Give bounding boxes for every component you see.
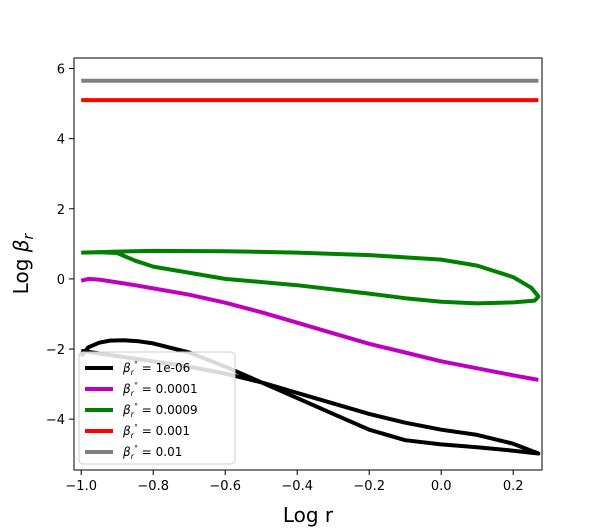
x-axis-label: Log r [283,503,334,527]
legend: βr° = 1e-06 βr° = 0.0001 βr° = 0.0009 βr° =… [78,351,236,465]
legend-label-0: βr° = 1e-06 [122,360,190,377]
legend-entries: βr° = 1e-06 βr° = 0.0001 βr° = 0.0009 βr° =… [85,360,198,461]
x-tick-label: 0.0 [431,479,452,494]
y-tick-label: 0 [57,273,65,288]
legend-label-1: βr° = 0.0001 [122,381,198,398]
legend-label-4: βr° = 0.01 [122,444,182,461]
x-tick-label: −1.0 [65,479,97,494]
y-tick-label: −2 [46,343,65,358]
x-axis-ticks: −1.0 −0.8 −0.6 −0.4 −0.2 0.0 0.2 [65,470,524,494]
legend-label-3: βr° = 0.001 [122,423,190,440]
y-tick-label: 4 [57,133,65,148]
y-axis-label: Log βr [9,232,37,294]
y-tick-label: 2 [57,203,65,218]
y-axis-ticks: −4 −2 0 2 4 6 [46,63,74,428]
series-layer [79,78,541,456]
legend-label-2: βr° = 0.0009 [122,402,198,419]
series-line-0 [79,338,541,456]
series-line-1 [80,276,539,382]
y-tick-label: −4 [46,413,65,428]
y-tick-label: 6 [57,63,65,78]
x-tick-label: −0.4 [281,479,313,494]
series-line-2 [81,248,541,306]
legend-box [78,351,236,465]
x-tick-label: −0.2 [353,479,385,494]
x-tick-label: −0.6 [209,479,241,494]
plot-frame [73,57,543,471]
x-tick-label: 0.2 [503,479,524,494]
x-tick-label: −0.8 [137,479,169,494]
